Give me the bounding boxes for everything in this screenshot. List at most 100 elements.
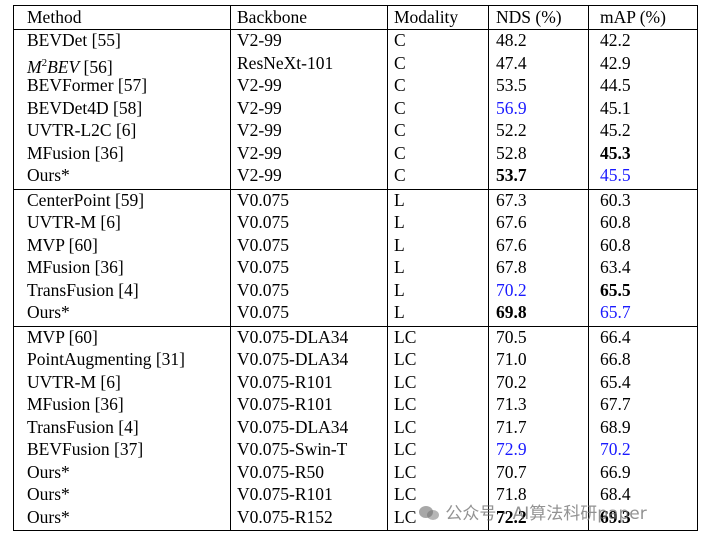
table-cell: 66.8	[600, 349, 631, 369]
table-cell: V2-99	[237, 30, 282, 50]
table-cell: Ours*	[27, 461, 70, 482]
table-cell: 68.4	[600, 484, 631, 504]
watermark-text: 公众号 · AI算法科研paper	[445, 504, 647, 524]
table-cell: V0.075	[237, 189, 290, 210]
table-cell: BEVFormer [57]	[27, 75, 148, 95]
table-cell: CenterPoint [59]	[27, 189, 145, 210]
table-cell: 65.7	[600, 302, 631, 322]
cell-part: 2	[41, 56, 48, 69]
table-cell: LC	[394, 371, 417, 392]
table-cell: 71.3	[496, 394, 527, 414]
table-cell: 67.3	[496, 189, 527, 210]
table-cell: 69.3	[600, 506, 631, 527]
table-cell: 53.7	[496, 165, 527, 185]
table-cell: TransFusion [4]	[27, 416, 139, 437]
table-cell: BEVDet4D [58]	[27, 97, 143, 118]
column-line	[13, 5, 14, 530]
table-cell: LC	[394, 461, 417, 482]
table-cell: MFusion [36]	[27, 142, 124, 163]
watermark: 公众号 · AI算法科研paper	[418, 499, 647, 524]
table-cell: V0.075-R101	[237, 394, 333, 414]
table-cell: Ours*	[27, 506, 70, 527]
table-cell: UVTR-M [6]	[27, 371, 121, 392]
table-cell: MFusion [36]	[27, 257, 124, 277]
table-cell: V0.075	[237, 302, 290, 322]
table-cell: 66.4	[600, 326, 631, 347]
table-cell: 60.3	[600, 189, 631, 210]
table-cell: 67.6	[496, 234, 527, 255]
table-cell: mAP (%)	[600, 7, 666, 27]
column-line	[488, 5, 489, 530]
rule-line	[13, 325, 698, 327]
table-cell: V0.075-R101	[237, 484, 333, 504]
table-cell: 72.9	[496, 439, 527, 459]
table-cell: C	[394, 120, 406, 140]
table-cell: TransFusion [4]	[27, 279, 139, 300]
table-cell: L	[394, 279, 405, 300]
table-cell: 52.8	[496, 142, 527, 163]
table-cell: V0.075-DLA34	[237, 326, 349, 347]
table-cell: V2-99	[237, 97, 282, 118]
table-cell: 42.2	[600, 30, 631, 50]
column-line	[230, 5, 231, 530]
table-cell: C	[394, 52, 406, 73]
table-cell: C	[394, 30, 406, 50]
table-cell: C	[394, 75, 406, 95]
table-cell: 71.8	[496, 484, 527, 504]
table-cell: L	[394, 302, 405, 322]
table-cell: UVTR-L2C [6]	[27, 120, 137, 140]
table-cell: C	[394, 97, 406, 118]
table-cell: Modality	[394, 7, 459, 27]
table-cell: L	[394, 212, 405, 232]
table-cell: MVP [60]	[27, 234, 98, 255]
table-cell: 70.2	[496, 371, 527, 392]
table-cell: 71.7	[496, 416, 527, 437]
table-cell: LC	[394, 439, 417, 459]
table-cell: V0.075	[237, 257, 290, 277]
table-cell: 67.7	[600, 394, 631, 414]
table-cell: 70.2	[496, 279, 527, 300]
table-cell: 66.9	[600, 461, 631, 482]
table-cell: V0.075-DLA34	[237, 416, 349, 437]
table-cell: LC	[394, 416, 417, 437]
table-cell: BEVDet [55]	[27, 30, 121, 50]
table-cell: M2BEV [56]	[27, 52, 113, 77]
rule-line	[13, 188, 698, 190]
table-cell: Backbone	[237, 7, 307, 27]
table-cell: LC	[394, 394, 417, 414]
table-cell: 65.4	[600, 371, 631, 392]
table-cell: V2-99	[237, 142, 282, 163]
table-cell: L	[394, 189, 405, 210]
table-cell: 70.7	[496, 461, 527, 482]
table-cell: 48.2	[496, 30, 527, 50]
table-cell: Method	[27, 7, 82, 27]
table-cell: L	[394, 257, 405, 277]
table-cell: 60.8	[600, 234, 631, 255]
table-cell: UVTR-M [6]	[27, 212, 121, 232]
rule-line	[13, 5, 698, 6]
table-cell: V0.075-DLA34	[237, 349, 349, 369]
table-cell: L	[394, 234, 405, 255]
table-cell: 70.2	[600, 439, 631, 459]
table-cell: 67.8	[496, 257, 527, 277]
table-cell: V0.075-R101	[237, 371, 333, 392]
table-cell: ResNeXt-101	[237, 52, 334, 73]
table-cell: Ours*	[27, 165, 70, 185]
table-cell: V2-99	[237, 120, 282, 140]
watermark-icon	[419, 506, 439, 520]
table-cell: V0.075-R152	[237, 506, 333, 527]
cell-part: BEV	[47, 56, 80, 77]
cell-part: M	[27, 56, 42, 77]
table-cell: Ours*	[27, 484, 70, 504]
table-cell: Ours*	[27, 302, 70, 322]
cell-part: [56]	[79, 56, 113, 77]
rule-line	[13, 530, 698, 531]
table-cell: 72.2	[496, 506, 527, 527]
table-cell: LC	[394, 326, 417, 347]
table-cell: 45.5	[600, 165, 631, 185]
table-cell: 44.5	[600, 75, 631, 95]
column-line	[387, 5, 388, 530]
table-cell: 45.3	[600, 142, 631, 163]
column-line	[588, 5, 589, 530]
table-cell: MVP [60]	[27, 326, 98, 347]
